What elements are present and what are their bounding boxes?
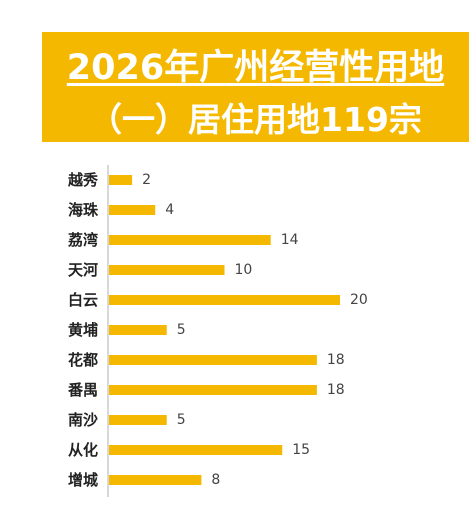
chart-marks: 越秀 2 海珠 4 荔湾 14 天河 10 白云 20 黄埔 5 花都 18 番禺 18 南沙 5 从化 15 增城 8	[67, 171, 368, 489]
category-label: 天河	[68, 261, 98, 279]
category-label: 番禺	[67, 381, 98, 399]
category-label: 南沙	[68, 411, 98, 429]
category-label: 增城	[68, 471, 98, 489]
bar	[109, 355, 317, 365]
bar	[109, 205, 156, 215]
value-label: 14	[281, 232, 299, 248]
value-label: 5	[177, 322, 186, 338]
category-label: 白云	[68, 291, 98, 309]
title-banner	[42, 32, 469, 142]
category-label: 黄埔	[68, 321, 98, 339]
category-label: 花都	[68, 351, 98, 369]
bar	[109, 475, 202, 485]
bar	[109, 445, 283, 455]
value-label: 15	[292, 442, 310, 458]
value-label: 10	[235, 262, 253, 278]
category-label: 越秀	[67, 171, 99, 189]
value-label: 18	[327, 382, 345, 398]
bar	[109, 415, 167, 425]
value-label: 2	[142, 172, 151, 188]
bar	[109, 325, 167, 335]
chart-title: 2026年广州经营性用地	[66, 48, 445, 88]
bar	[109, 295, 340, 305]
bar	[109, 175, 133, 185]
bar	[109, 265, 225, 275]
value-label: 20	[350, 292, 368, 308]
category-label: 从化	[68, 441, 98, 459]
category-label: 海珠	[68, 201, 99, 219]
value-label: 4	[165, 202, 174, 218]
category-label: 荔湾	[68, 231, 98, 249]
chart-subtitle: （一）居住用地119宗	[89, 100, 422, 139]
value-label: 18	[327, 352, 345, 368]
value-label: 8	[211, 472, 220, 488]
bar	[109, 235, 271, 245]
value-label: 5	[177, 412, 186, 428]
bar	[109, 385, 317, 395]
